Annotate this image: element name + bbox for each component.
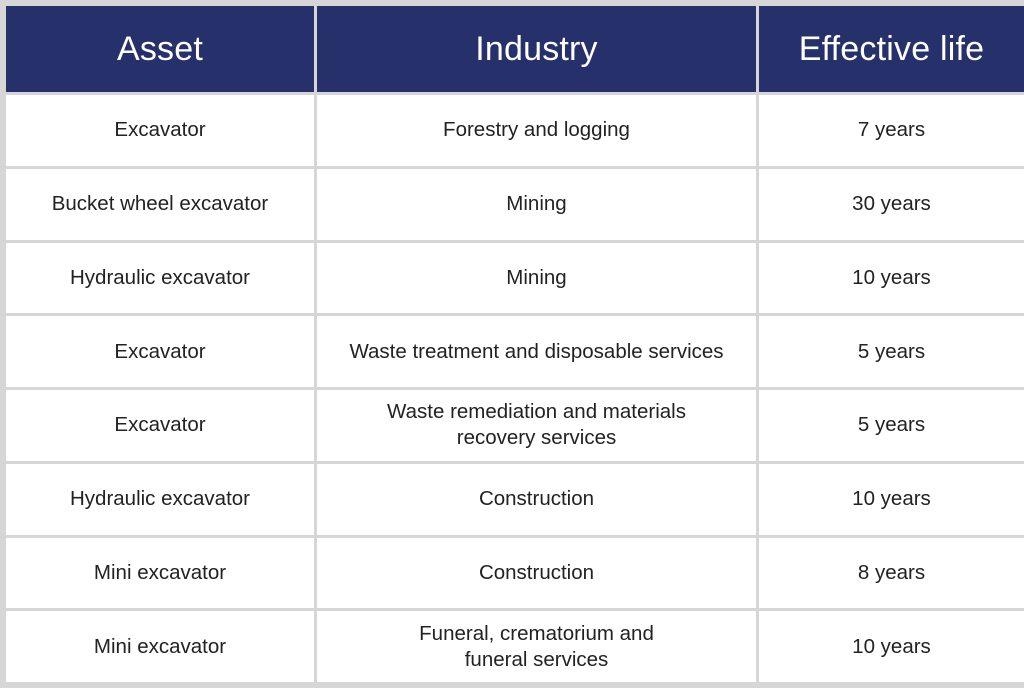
industry-line: Mining — [506, 192, 567, 216]
table-row: Excavator Waste remediation and material… — [6, 390, 1024, 461]
life-cell: 10 years — [759, 242, 1024, 314]
table-row: Hydraulic excavator Construction 10 year… — [6, 463, 1024, 535]
table-row: Bucket wheel excavator Mining 30 years — [6, 168, 1024, 240]
life-cell: 5 years — [759, 390, 1024, 461]
table-row: Hydraulic excavator Mining 10 years — [6, 242, 1024, 314]
industry-line: Mining — [506, 265, 567, 289]
life-cell: 10 years — [759, 611, 1024, 682]
asset-cell: Hydraulic excavator — [6, 463, 314, 535]
table-row: Excavator Forestry and logging 7 years — [6, 95, 1024, 166]
asset-cell: Excavator — [6, 316, 314, 387]
asset-cell: Excavator — [6, 95, 314, 166]
asset-cell: Hydraulic excavator — [6, 242, 314, 314]
industry-line: Waste remediation and materials — [387, 400, 686, 424]
table-row: Mini excavator Funeral, crematorium and … — [6, 611, 1024, 682]
industry-line: funeral services — [464, 647, 609, 671]
industry-line: recovery services — [456, 426, 617, 450]
industry-line: Funeral, crematorium and — [419, 621, 654, 645]
industry-line: Construction — [478, 560, 595, 584]
life-cell: 10 years — [759, 463, 1024, 535]
effective-life-table: Asset Industry Effective life Excavator … — [3, 3, 1024, 685]
table-row: Mini excavator Construction 8 years — [6, 537, 1024, 609]
industry-cell: Waste remediation and materials recovery… — [317, 390, 756, 461]
life-cell: 30 years — [759, 168, 1024, 240]
asset-cell: Excavator — [6, 390, 314, 461]
industry-cell: Construction — [317, 537, 756, 609]
industry-cell: Mining — [317, 168, 756, 240]
header-row: Asset Industry Effective life — [6, 6, 1024, 92]
header-effective-life: Effective life — [759, 6, 1024, 92]
asset-cell: Mini excavator — [6, 611, 314, 682]
industry-cell: Mining — [317, 242, 756, 314]
life-cell: 5 years — [759, 316, 1024, 387]
industry-cell: Construction — [317, 463, 756, 535]
industry-cell: Waste treatment and disposable services — [317, 316, 756, 387]
asset-cell: Mini excavator — [6, 537, 314, 609]
header-asset: Asset — [6, 6, 314, 92]
life-cell: 7 years — [759, 95, 1024, 166]
asset-cell: Bucket wheel excavator — [6, 168, 314, 240]
table-row: Excavator Waste treatment and disposable… — [6, 316, 1024, 387]
life-cell: 8 years — [759, 537, 1024, 609]
header-industry: Industry — [317, 6, 756, 92]
industry-line: Construction — [478, 487, 595, 511]
industry-line: Forestry and logging — [443, 118, 630, 142]
industry-line: Waste treatment and disposable services — [349, 339, 724, 363]
industry-cell: Forestry and logging — [317, 95, 756, 166]
industry-cell: Funeral, crematorium and funeral service… — [317, 611, 756, 682]
